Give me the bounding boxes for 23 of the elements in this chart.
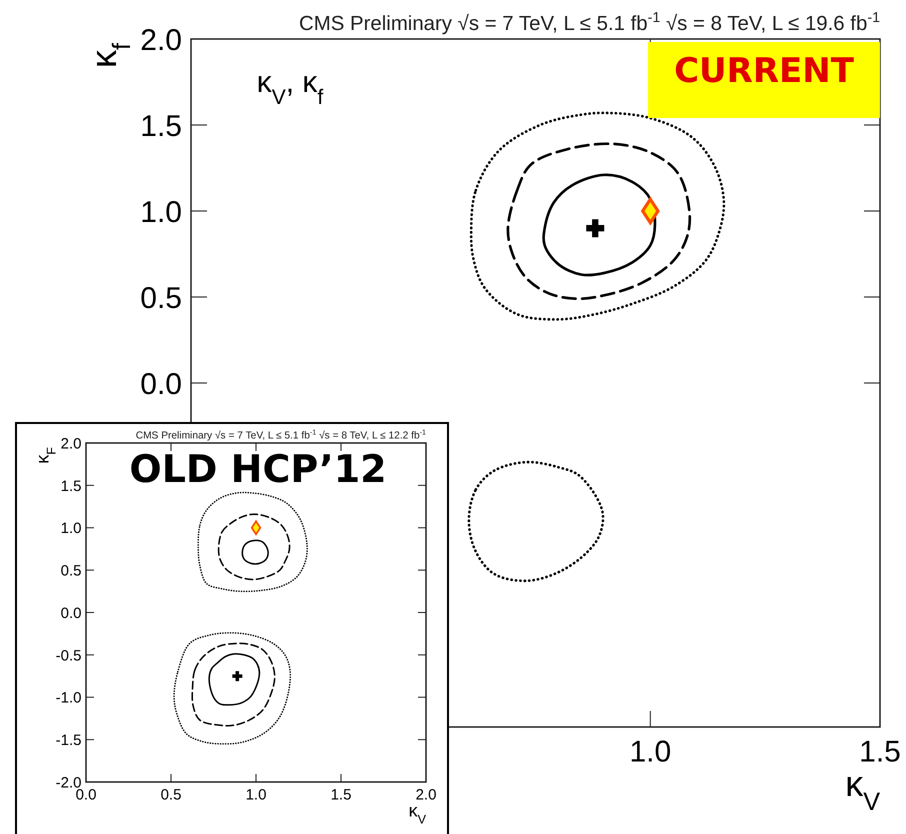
y-tick-label: 1.5 bbox=[140, 110, 182, 143]
y-tick-label: -0.5 bbox=[56, 647, 82, 664]
y-tick-label: -1.0 bbox=[56, 690, 82, 707]
chart-title: CMS Preliminary √s = 7 TeV, L ≤ 5.1 fb$^{-1}$ √s = 8 TeV, L ≤ 12.2 fb$^{-1}$ bbox=[136, 428, 426, 442]
annotation: OLD HCP’12 bbox=[129, 447, 387, 491]
y-tick-label: 0.5 bbox=[140, 282, 182, 315]
y-tick-label: 1.0 bbox=[60, 520, 82, 538]
annotation: κ$_{V}$, κ$_{f}$ bbox=[256, 66, 324, 108]
y-tick-label: 1.0 bbox=[140, 196, 182, 229]
x-tick-label: 1.5 bbox=[330, 786, 352, 804]
x-tick-label: 2.0 bbox=[416, 786, 436, 804]
x-tick-label: 1.0 bbox=[246, 786, 266, 804]
y-tick-label: 1.5 bbox=[60, 478, 82, 495]
x-axis-title: κ$_{V}$ bbox=[845, 763, 880, 816]
y-tick-label: 0.0 bbox=[140, 368, 182, 401]
y-tick-label: 0.0 bbox=[60, 604, 82, 622]
annotation: CURRENT bbox=[674, 51, 855, 91]
y-tick-label: 2.0 bbox=[60, 435, 82, 452]
x-axis-title: κ$_{V}$ bbox=[408, 800, 427, 826]
y-tick-label: 0.5 bbox=[60, 562, 82, 580]
y-tick-label: 2.0 bbox=[140, 24, 182, 57]
chart-title: CMS Preliminary √s = 7 TeV, L ≤ 5.1 fb$^{-1}$ √s = 8 TeV, L ≤ 19.6 fb$^{-1}$ bbox=[299, 10, 880, 35]
y-tick-label: -1.5 bbox=[56, 732, 82, 750]
